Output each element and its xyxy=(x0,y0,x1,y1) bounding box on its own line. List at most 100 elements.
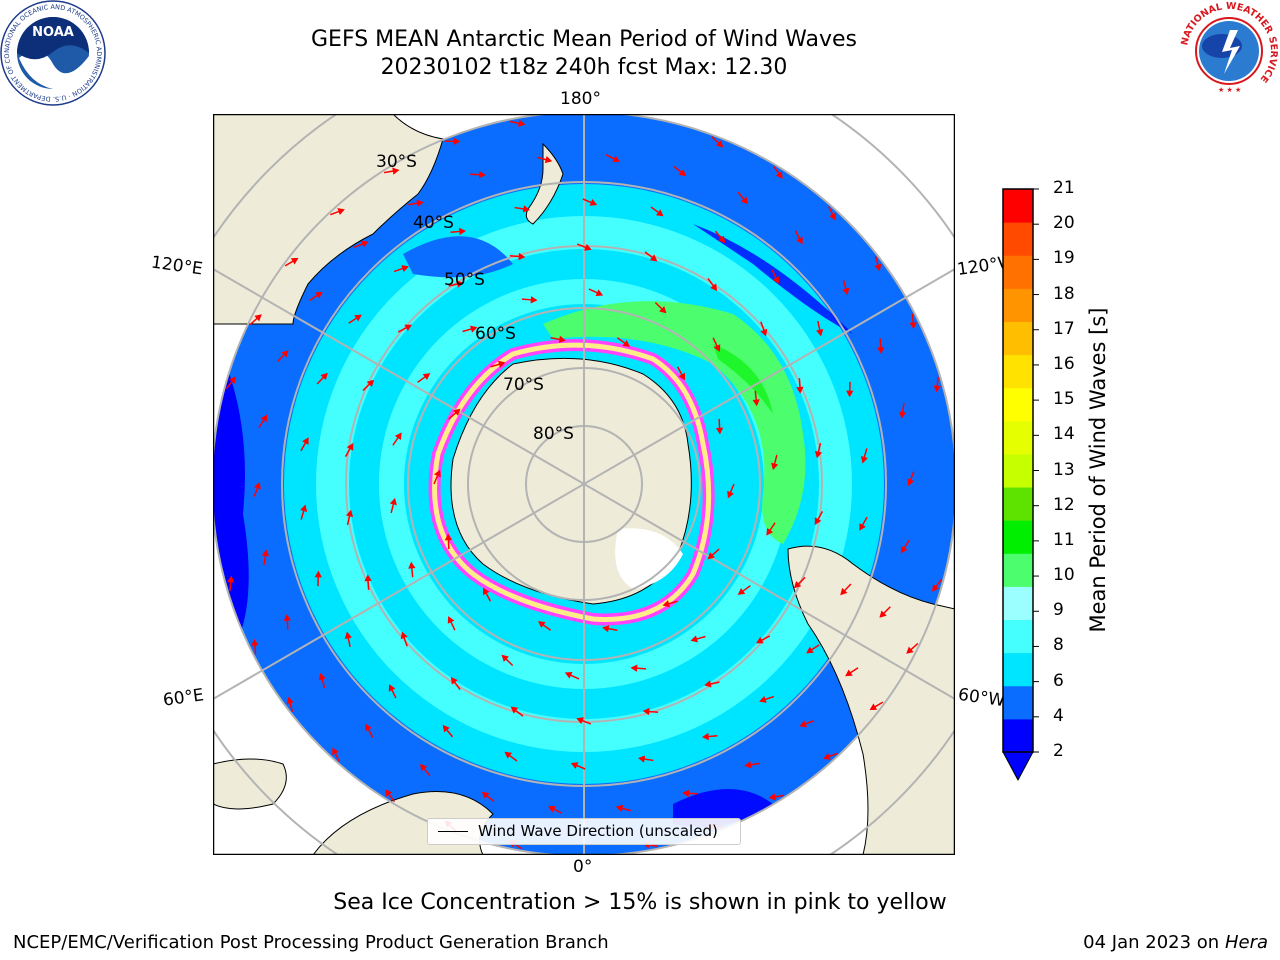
wave-direction-arrowhead xyxy=(630,664,638,672)
wave-direction-arrowhead xyxy=(793,581,802,589)
wave-direction-arrowhead xyxy=(300,504,308,512)
wave-direction-arrowhead xyxy=(346,443,354,451)
wave-direction-arrowhead xyxy=(662,600,670,608)
wave-direction-arrowhead xyxy=(931,584,939,592)
wave-direction-arrowhead xyxy=(388,684,396,692)
map-frame xyxy=(213,114,955,855)
colorbar-segment xyxy=(1003,718,1033,753)
colorbar-tick-label: 18 xyxy=(1053,283,1075,304)
wave-direction-arrowhead xyxy=(364,574,372,582)
wave-direction-arrowhead xyxy=(558,335,566,343)
wave-direction-arrowhead xyxy=(690,635,698,643)
colorbar-segment xyxy=(1003,487,1033,521)
wave-direction-arrowhead xyxy=(442,724,450,733)
wave-direction-arrowhead xyxy=(404,324,412,332)
wave-direction-arrowhead xyxy=(564,671,573,679)
colorbar-tick-label: 9 xyxy=(1053,600,1064,621)
colorbar-segment xyxy=(1003,222,1033,256)
wave-direction-arrowhead xyxy=(261,549,269,557)
wave-direction-arrowhead xyxy=(450,676,458,685)
wave-direction-arrowhead xyxy=(361,240,369,248)
wave-direction-arrowhead xyxy=(315,291,323,299)
wave-direction-arrowhead xyxy=(260,414,268,423)
lat-label-50s: 50°S xyxy=(444,270,485,290)
wave-direction-arrowhead xyxy=(823,752,831,760)
colorbar-tick-label: 16 xyxy=(1053,353,1075,374)
wave-direction-arrowhead xyxy=(422,373,431,381)
wave-direction-arrowhead xyxy=(227,575,235,583)
wave-direction-arrowhead xyxy=(682,789,690,798)
wave-direction-arrowhead xyxy=(814,450,823,459)
wave-direction-arrowhead xyxy=(715,140,724,148)
colorbar-label: Mean Period of Wind Waves [s] xyxy=(1086,307,1110,633)
sea-ice-note: Sea Ice Concentration > 15% is shown in … xyxy=(333,890,947,915)
wave-direction-arrowhead xyxy=(332,747,339,756)
colorbar-segment xyxy=(1003,553,1033,587)
wave-direction-arrowhead xyxy=(816,329,824,337)
colorbar-extend-min xyxy=(1002,751,1034,782)
wave-direction-arrowhead xyxy=(637,755,646,763)
land-south-america xyxy=(787,545,955,855)
wave-direction-arrowhead xyxy=(909,322,917,330)
lat-label-60s: 60°S xyxy=(475,324,516,344)
colorbar-tick-label: 21 xyxy=(1053,178,1075,198)
wave-direction-arrowhead xyxy=(251,638,259,646)
colorbar-tick-label: 4 xyxy=(1053,705,1064,726)
wave-direction-arrowhead xyxy=(678,169,687,177)
wave-direction-arrowhead xyxy=(478,170,486,179)
wave-direction-arrowhead xyxy=(318,672,326,681)
wave-direction-arrowhead xyxy=(408,561,416,569)
wave-direction-arrowhead xyxy=(772,276,780,284)
colorbar-segment xyxy=(1003,255,1033,289)
wave-direction-arrowhead xyxy=(483,587,490,596)
wave-direction-arrowhead xyxy=(389,497,397,506)
wave-direction-arrowhead xyxy=(859,523,866,531)
wave-direction-arrowhead xyxy=(649,254,658,262)
wave-direction-arrowhead xyxy=(420,763,428,772)
wave-direction-arrowhead xyxy=(756,636,764,644)
wave-direction-arrowhead xyxy=(869,703,878,711)
colorbar-segment xyxy=(1003,354,1033,389)
wave-direction-arrowhead xyxy=(907,478,915,487)
wave-direction-arrowhead xyxy=(510,706,519,714)
wave-direction-arrowhead xyxy=(678,372,685,381)
svg-text:NOAA: NOAA xyxy=(32,25,74,40)
wave-direction-arrowhead xyxy=(530,296,538,304)
wave-direction-arrowhead xyxy=(759,695,767,703)
wave-direction-arrowhead xyxy=(707,552,715,560)
map-legend: Wind Wave Direction (unscaled) xyxy=(427,818,741,845)
legend-line-sample xyxy=(438,831,468,832)
wave-direction-arrowhead xyxy=(933,385,941,393)
wave-direction-arrowhead xyxy=(385,789,393,797)
lat-label-40s: 40°S xyxy=(413,213,454,233)
lon-label-0: 0° xyxy=(573,857,593,877)
wave-direction-arrowhead xyxy=(253,481,261,490)
wave-direction-arrowhead xyxy=(595,289,604,297)
colorbar-segment xyxy=(1003,453,1033,488)
colorbar-segment xyxy=(1003,420,1033,455)
wave-direction-arrowhead xyxy=(314,570,322,578)
lat-label-80s: 80°S xyxy=(533,424,574,444)
land-australia xyxy=(213,114,444,325)
colorbar-tick-label: 13 xyxy=(1053,459,1075,480)
nws-logo: NATIONAL WEATHER SERVICE ★ ★ ★ xyxy=(1179,1,1279,101)
wave-direction-arrowhead xyxy=(829,212,836,221)
wave-direction-arrowhead xyxy=(254,314,262,322)
wave-direction-arrowhead xyxy=(704,680,712,688)
wave-direction-arrowhead xyxy=(286,696,294,705)
footer-date-text: 04 Jan 2023 on xyxy=(1083,932,1225,953)
wave-direction-arrowhead xyxy=(584,243,592,251)
lon-label-60e: 60°E xyxy=(161,685,206,711)
colorbar-tick-label: 6 xyxy=(1053,670,1064,691)
wave-direction-arrowhead xyxy=(796,386,804,394)
wave-direction-arrowhead xyxy=(392,167,400,175)
lat-label-70s: 70°S xyxy=(503,375,544,395)
lon-label-120e: 120°E xyxy=(149,252,204,280)
wave-direction-arrowhead xyxy=(877,347,885,355)
graticule xyxy=(213,114,955,855)
legend-label: Wind Wave Direction (unscaled) xyxy=(478,822,718,840)
lon-label-180: 180° xyxy=(560,89,601,109)
chart-subtitle-run: 20230102 t18z 240h fcst Max: 12.30 xyxy=(380,55,788,80)
wave-direction-arrowhead xyxy=(718,235,726,244)
wave-direction-arrowhead xyxy=(400,631,408,640)
